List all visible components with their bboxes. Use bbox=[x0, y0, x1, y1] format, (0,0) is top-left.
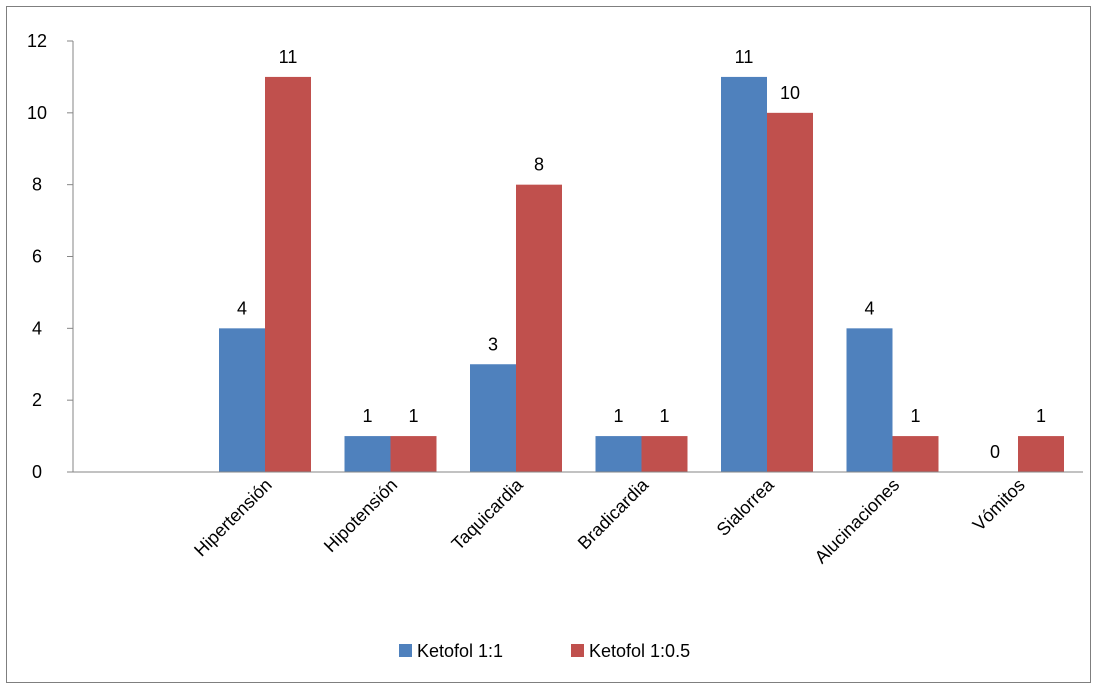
bar-ketofol-1-0-5-0 bbox=[265, 76, 311, 473]
bar-ketofol-1-1-3 bbox=[595, 436, 642, 472]
data-label: 1 bbox=[408, 406, 418, 426]
bar-ketofol-1-1-0 bbox=[219, 328, 265, 472]
data-label: 11 bbox=[735, 47, 754, 67]
bar-ketofol-1-0-5-2 bbox=[516, 184, 562, 472]
legend: Ketofol 1:1 Ketofol 1:0.5 bbox=[399, 641, 690, 661]
y-axis-tick-labels: 0 2 4 6 8 10 12 bbox=[27, 31, 73, 482]
bar-ketofol-1-0-5-5 bbox=[892, 436, 939, 472]
y-tick-label: 2 bbox=[32, 390, 42, 410]
data-label: 3 bbox=[488, 334, 498, 354]
bar-ketofol-1-1-1 bbox=[344, 436, 391, 472]
x-category-label: Vómitos bbox=[969, 475, 1029, 535]
data-label: 11 bbox=[279, 47, 298, 67]
legend-label: Ketofol 1:0.5 bbox=[589, 641, 690, 661]
legend-swatch bbox=[571, 644, 584, 657]
y-tick-label: 10 bbox=[27, 103, 47, 123]
x-category-label: Bradicardia bbox=[574, 474, 653, 553]
legend-swatch bbox=[399, 644, 412, 657]
data-label: 8 bbox=[534, 155, 544, 175]
y-tick-label: 6 bbox=[32, 247, 42, 267]
x-axis-category-labels: Hipertensión Hipotensión Taquicardia Bradic… bbox=[190, 474, 1029, 567]
bar-marks bbox=[219, 76, 1064, 473]
data-label: 1 bbox=[613, 406, 623, 426]
data-label: 4 bbox=[864, 298, 874, 318]
x-category-label: Hipertensión bbox=[190, 475, 276, 561]
y-tick-label: 0 bbox=[32, 462, 42, 482]
x-category-label: Hipotensión bbox=[320, 475, 401, 556]
data-label: 1 bbox=[362, 406, 372, 426]
x-category-label: Taquicardia bbox=[448, 474, 528, 554]
bar-ketofol-1-1-2 bbox=[470, 364, 516, 472]
bar-ketofol-1-0-5-1 bbox=[390, 436, 437, 472]
bar-ketofol-1-0-5-4 bbox=[767, 112, 813, 472]
bar-ketofol-1-0-5-3 bbox=[641, 436, 688, 472]
bar-ketofol-1-1-4 bbox=[721, 76, 767, 473]
chart-frame: 0 2 4 6 8 10 12 4 11 1 1 3 8 1 1 11 10 4 1 0 1 Hipertensión… bbox=[6, 6, 1091, 683]
x-category-label: Alucinaciones bbox=[811, 475, 904, 568]
bar-ketofol-1-0-5-6 bbox=[1018, 436, 1064, 472]
data-label: 4 bbox=[237, 298, 247, 318]
x-category-label: Sialorrea bbox=[713, 474, 779, 540]
data-label: 1 bbox=[659, 406, 669, 426]
legend-label: Ketofol 1:1 bbox=[417, 641, 503, 661]
data-label: 1 bbox=[1036, 406, 1046, 426]
data-label: 0 bbox=[990, 442, 1000, 462]
bar-ketofol-1-1-5 bbox=[846, 328, 893, 472]
y-tick-label: 12 bbox=[27, 31, 47, 51]
data-label: 10 bbox=[780, 83, 800, 103]
y-tick-label: 8 bbox=[32, 175, 42, 195]
data-label: 1 bbox=[910, 406, 920, 426]
y-tick-label: 4 bbox=[32, 318, 42, 338]
